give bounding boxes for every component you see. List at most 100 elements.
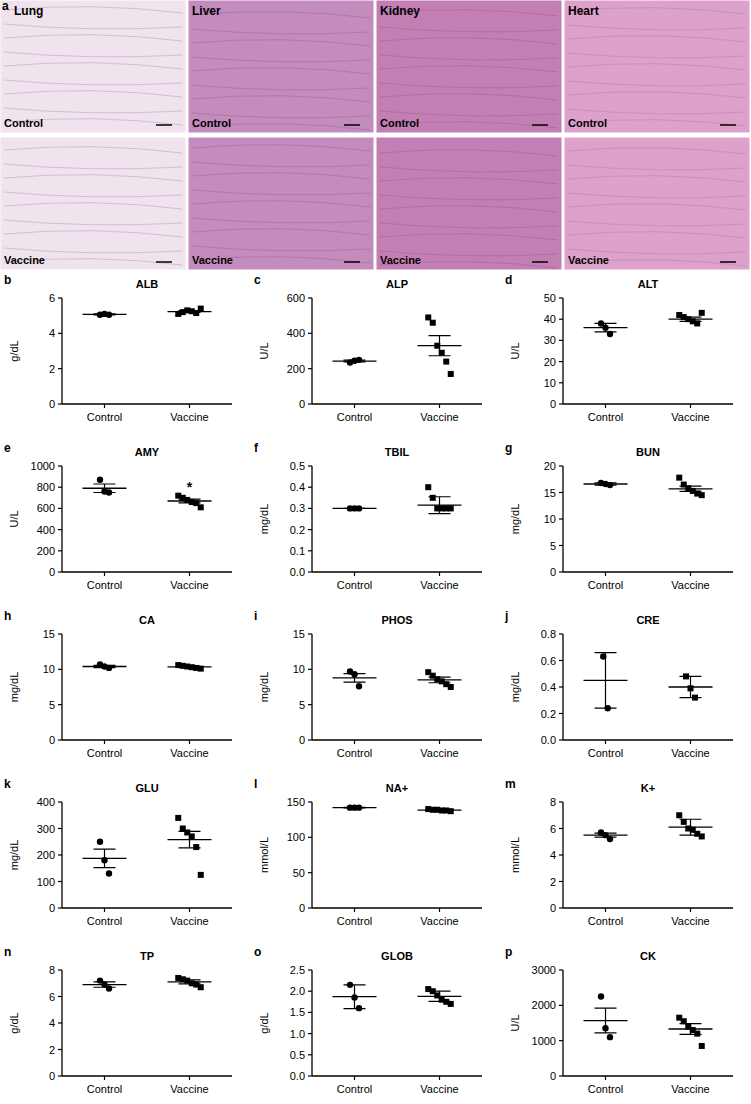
y-axis-label: mg/dL (8, 840, 20, 871)
panel-letter: h (4, 609, 11, 623)
texture (192, 173, 370, 179)
mean-line (168, 311, 212, 312)
histology-image: LungControl (0, 0, 186, 133)
y-tick (58, 465, 62, 466)
x-axis (62, 1075, 232, 1076)
y-tick (559, 854, 563, 855)
y-axis-label: g/dL (258, 1012, 270, 1033)
mean-line (168, 666, 212, 667)
texture (192, 218, 370, 223)
x-tick-label: Vaccine (420, 579, 458, 591)
error-bar (595, 653, 617, 709)
texture (192, 201, 370, 207)
texture (568, 36, 746, 42)
x-tick (354, 404, 355, 408)
group-label: Control (192, 117, 231, 129)
x-tick (189, 404, 190, 408)
error-bar (680, 676, 702, 697)
y-tick (559, 713, 563, 714)
texture (568, 193, 746, 198)
error-bar (344, 985, 366, 1009)
panel-letter: d (505, 273, 512, 287)
x-tick-label: Vaccine (170, 747, 208, 759)
panel-chart: pCKU/L0100020003000ControlVaccine (505, 945, 733, 1095)
y-tick-label: 2 (550, 876, 556, 888)
x-axis (312, 403, 482, 404)
y-tick (559, 340, 563, 341)
y-tick (559, 1040, 563, 1041)
y-axis-label: mmol/L (509, 837, 521, 873)
y-tick (559, 361, 563, 362)
mean-line (584, 483, 628, 484)
panel-chart: iPHOSmg/dL051015ControlVaccine (254, 609, 482, 759)
chart-title: GLOB (381, 950, 413, 962)
texture (4, 91, 182, 97)
y-tick-label: 5 (49, 699, 55, 711)
point (430, 320, 436, 326)
y-tick-label: 800 (37, 481, 55, 493)
texture (192, 229, 370, 235)
y-tick-label: 100 (37, 876, 55, 888)
texture (568, 64, 746, 70)
y-axis (562, 970, 563, 1076)
error-bar (429, 991, 451, 1001)
error-bar (179, 980, 201, 984)
texture (4, 80, 182, 85)
x-tick-label: Control (588, 915, 623, 927)
tissue-label: Liver (192, 4, 221, 18)
y-tick (559, 969, 563, 970)
y-tick (58, 550, 62, 551)
y-tick (58, 508, 62, 509)
y-tick (559, 633, 563, 634)
error-bar (179, 499, 201, 503)
y-tick-label: 0.1 (290, 545, 305, 557)
y-tick (308, 1012, 312, 1013)
x-tick-label: Vaccine (170, 915, 208, 927)
scale-bar (532, 124, 548, 126)
texture (380, 27, 558, 32)
data-group (83, 306, 212, 318)
y-tick-label: 0.2 (541, 708, 556, 720)
point (425, 484, 431, 490)
x-tick (690, 572, 691, 576)
data-group (584, 475, 713, 498)
x-tick (690, 908, 691, 912)
texture (568, 81, 746, 86)
y-tick-label: 8 (49, 964, 55, 976)
panel-chart: nTPg/dL02468ControlVaccine (4, 945, 232, 1095)
x-tick-label: Vaccine (170, 411, 208, 423)
panel-chart: bALBg/dL0246ControlVaccine (4, 273, 232, 423)
panel-chart: mK+mmol/L02468ControlVaccine (505, 777, 733, 927)
y-tick-label: 0 (49, 902, 55, 914)
y-tick-label: 4 (550, 849, 556, 861)
y-tick (559, 1005, 563, 1006)
x-axis (62, 571, 232, 572)
y-tick (559, 828, 563, 829)
y-tick-label: 300 (37, 823, 55, 835)
texture (380, 167, 558, 172)
x-axis (62, 907, 232, 908)
texture (380, 83, 558, 88)
texture (380, 178, 558, 184)
y-tick-label: 20 (544, 460, 556, 472)
y-tick-label: 0.4 (290, 481, 305, 493)
x-tick (189, 1076, 190, 1080)
y-tick (58, 969, 62, 970)
texture (192, 57, 370, 62)
y-tick (308, 837, 312, 838)
x-tick-label: Vaccine (671, 411, 709, 423)
x-tick-label: Vaccine (671, 747, 709, 759)
x-tick-label: Control (337, 747, 372, 759)
panel-letter: p (505, 945, 512, 959)
texture (4, 175, 182, 181)
point (598, 993, 604, 999)
x-tick-label: Vaccine (420, 1083, 458, 1095)
y-tick (308, 333, 312, 334)
y-axis-label: mg/dL (509, 672, 521, 703)
panel-letter: i (254, 609, 257, 623)
texture (4, 203, 182, 209)
y-tick (559, 382, 563, 383)
y-tick-label: 0 (49, 734, 55, 746)
y-axis-label: U/L (8, 510, 20, 527)
y-tick-label: 4 (49, 327, 55, 339)
